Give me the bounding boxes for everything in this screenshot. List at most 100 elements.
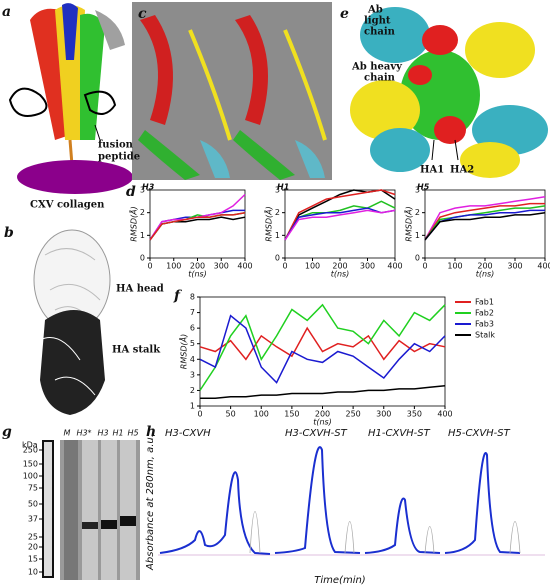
ladder-label: 15 <box>28 555 38 564</box>
ladder-label: 20 <box>28 543 38 552</box>
y-axis-label: RMSD(Å) <box>403 206 414 241</box>
panel-a-structure <box>8 3 133 194</box>
series-line <box>424 196 546 241</box>
x-tick-label: 300 <box>360 262 375 271</box>
lane-label: H3 <box>97 429 108 438</box>
x-tick-label: 250 <box>345 410 360 419</box>
x-tick-label: 150 <box>284 410 299 419</box>
series-line <box>199 314 446 384</box>
x-tick-label: 100 <box>254 410 269 419</box>
annotation: HA2 <box>450 165 474 176</box>
y-tick-label: 1 <box>190 402 195 411</box>
ladder-label: 25 <box>28 533 38 542</box>
y-axis-label: RMSD(Å) <box>263 206 274 241</box>
annotation: HA1 <box>420 165 444 176</box>
panel-label: d <box>126 184 136 200</box>
y-tick-label: 7 <box>190 308 195 317</box>
y-tick-label: 2 <box>415 208 420 217</box>
y-tick-label: 2 <box>140 208 145 217</box>
y-tick-label: 3 <box>415 186 420 195</box>
x-axis-label: Time(min) <box>314 575 365 586</box>
panel-c-structure <box>132 2 332 180</box>
panel-label: g <box>2 424 12 440</box>
chart-title: H3 <box>142 183 155 192</box>
panel-label: b <box>4 225 14 241</box>
plot-frame <box>284 189 396 259</box>
panel-label: f <box>173 288 183 304</box>
chromatogram-title: H5-CXVH-ST <box>448 428 511 439</box>
panel-h-traces <box>158 446 545 556</box>
x-tick-label: 0 <box>282 262 287 271</box>
ladder-label: 100 <box>23 472 38 481</box>
lane-label: H5 <box>127 429 138 438</box>
x-tick-label: 300 <box>376 410 391 419</box>
x-tick-label: 0 <box>197 410 202 419</box>
series-line <box>200 385 446 399</box>
ladder-label: 10 <box>28 568 38 577</box>
x-tick-label: 300 <box>507 262 522 271</box>
x-tick-label: 200 <box>315 410 330 419</box>
y-tick-label: 1 <box>415 231 420 240</box>
y-tick-label: 3 <box>190 370 195 379</box>
y-tick-label: 0 <box>275 254 280 263</box>
y-tick-label: 6 <box>190 324 195 333</box>
x-tick-label: 300 <box>214 262 229 271</box>
chromatogram-title: H3-CXVH <box>165 428 211 439</box>
panel-label: c <box>138 6 147 22</box>
series-line <box>199 326 446 361</box>
ladder-label: 37 <box>28 515 38 524</box>
series-line <box>284 207 396 241</box>
panel-b-structure <box>33 229 111 415</box>
x-tick-label: 400 <box>437 410 452 419</box>
x-tick-label: 200 <box>332 262 347 271</box>
x-tick-label: 350 <box>407 410 422 419</box>
x-tick-label: 50 <box>226 410 236 419</box>
legend-label: Fab3 <box>475 320 494 329</box>
chart-title: H1 <box>277 183 289 192</box>
x-tick-label: 100 <box>305 262 320 271</box>
series-line <box>424 202 545 241</box>
ladder-label: 75 <box>28 484 38 493</box>
series-line <box>284 200 396 241</box>
y-tick-label: 2 <box>190 386 195 395</box>
x-tick-label: 400 <box>387 262 402 271</box>
series-line <box>199 303 446 391</box>
x-tick-label: 0 <box>147 262 152 271</box>
y-tick-label: 0 <box>140 254 145 263</box>
legend-label: Fab1 <box>475 298 494 307</box>
annotation: HA stalk <box>112 345 161 356</box>
y-tick-label: 0 <box>415 254 420 263</box>
y-axis-label: RMSD(Å) <box>178 334 189 369</box>
annotation: chain <box>364 73 396 84</box>
x-axis-label: t(ns) <box>188 270 207 279</box>
lane-label: H1 <box>112 429 123 438</box>
y-tick-label: 3 <box>140 186 145 195</box>
y-tick-label: 4 <box>190 355 195 364</box>
x-axis-label: t(ns) <box>331 270 350 279</box>
x-tick-label: 200 <box>477 262 492 271</box>
chromatogram-title: H1-CXVH-ST <box>368 428 431 439</box>
y-tick-label: 5 <box>190 339 195 348</box>
annotation: fusion <box>98 140 134 151</box>
ladder-label: 50 <box>28 500 38 509</box>
x-tick-label: 400 <box>537 262 550 271</box>
y-axis-label: RMSD(Å) <box>128 206 139 241</box>
x-axis-label: t(ns) <box>476 270 495 279</box>
panel-e-structure <box>350 7 548 178</box>
ladder-label: 150 <box>23 460 38 469</box>
annotation: HA head <box>116 284 164 295</box>
panel-label: e <box>340 6 349 22</box>
legend-label: Stalk <box>475 331 495 340</box>
series-line <box>149 211 246 241</box>
lane-label: H3* <box>76 429 91 438</box>
y-axis-label: Absorbance at 280nm, a.u. <box>145 434 156 571</box>
gel-unit: kDa <box>22 441 38 450</box>
annotation: chain <box>364 27 396 38</box>
x-axis-label: t(ns) <box>313 418 332 427</box>
x-tick-label: 100 <box>166 262 181 271</box>
y-tick-label: 2 <box>275 208 280 217</box>
y-tick-label: 1 <box>140 231 145 240</box>
panel-label: a <box>2 4 11 20</box>
x-tick-label: 0 <box>422 262 427 271</box>
